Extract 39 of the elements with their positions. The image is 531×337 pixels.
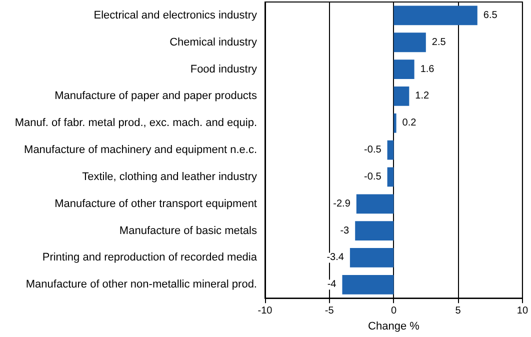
y-tick-label: Manufacture of paper and paper products [54, 90, 258, 102]
data-label: -3.4 [326, 252, 344, 264]
bar [387, 140, 394, 160]
data-label: -2.9 [333, 198, 351, 210]
y-tick-label: Chemical industry [170, 36, 258, 48]
x-tick-label: 5 [455, 306, 462, 317]
x-tick-label: 10 [516, 306, 528, 317]
y-tick-label: Manuf. of fabr. metal prod., exc. mach. and equip. [14, 117, 257, 130]
bar [342, 274, 394, 294]
data-label: -4 [327, 279, 337, 290]
bar [394, 6, 478, 26]
x-tick-label: -10 [258, 306, 273, 317]
data-label: -0.5 [364, 144, 382, 156]
y-tick-label: Manufacture of other non-metallic mineral prod. [26, 278, 257, 291]
data-label: 6.5 [483, 10, 498, 21]
data-label: 1.6 [420, 64, 435, 75]
data-label: 0.2 [402, 118, 417, 129]
x-tick-label: 0 [390, 306, 397, 317]
bar [356, 194, 394, 214]
y-tick-label: Printing and reproduction of recorded media [42, 252, 258, 264]
bar [355, 221, 394, 240]
data-label: -0.5 [364, 171, 382, 182]
y-tick-label: Manufacture of other transport equipment [54, 198, 257, 210]
y-tick-label: Electrical and electronics industry [94, 9, 258, 22]
x-axis-title: Change % [368, 320, 420, 332]
y-tick-label: Textile, clothing and leather industry [82, 170, 258, 183]
data-label: -3 [340, 225, 350, 236]
bar [394, 32, 426, 52]
x-tick-label: -5 [324, 306, 334, 317]
bar [387, 167, 394, 187]
data-label: 2.5 [432, 36, 446, 48]
data-label: 1.2 [415, 90, 430, 102]
y-tick-label: Manufacture of basic metals [119, 224, 258, 237]
y-tick-label: Manufacture of machinery and equipment n.e.c. [24, 144, 257, 156]
bar [394, 86, 410, 106]
bar [350, 248, 394, 268]
bar [394, 60, 414, 79]
y-tick-label: Food industry [190, 63, 258, 76]
bar [394, 113, 396, 133]
